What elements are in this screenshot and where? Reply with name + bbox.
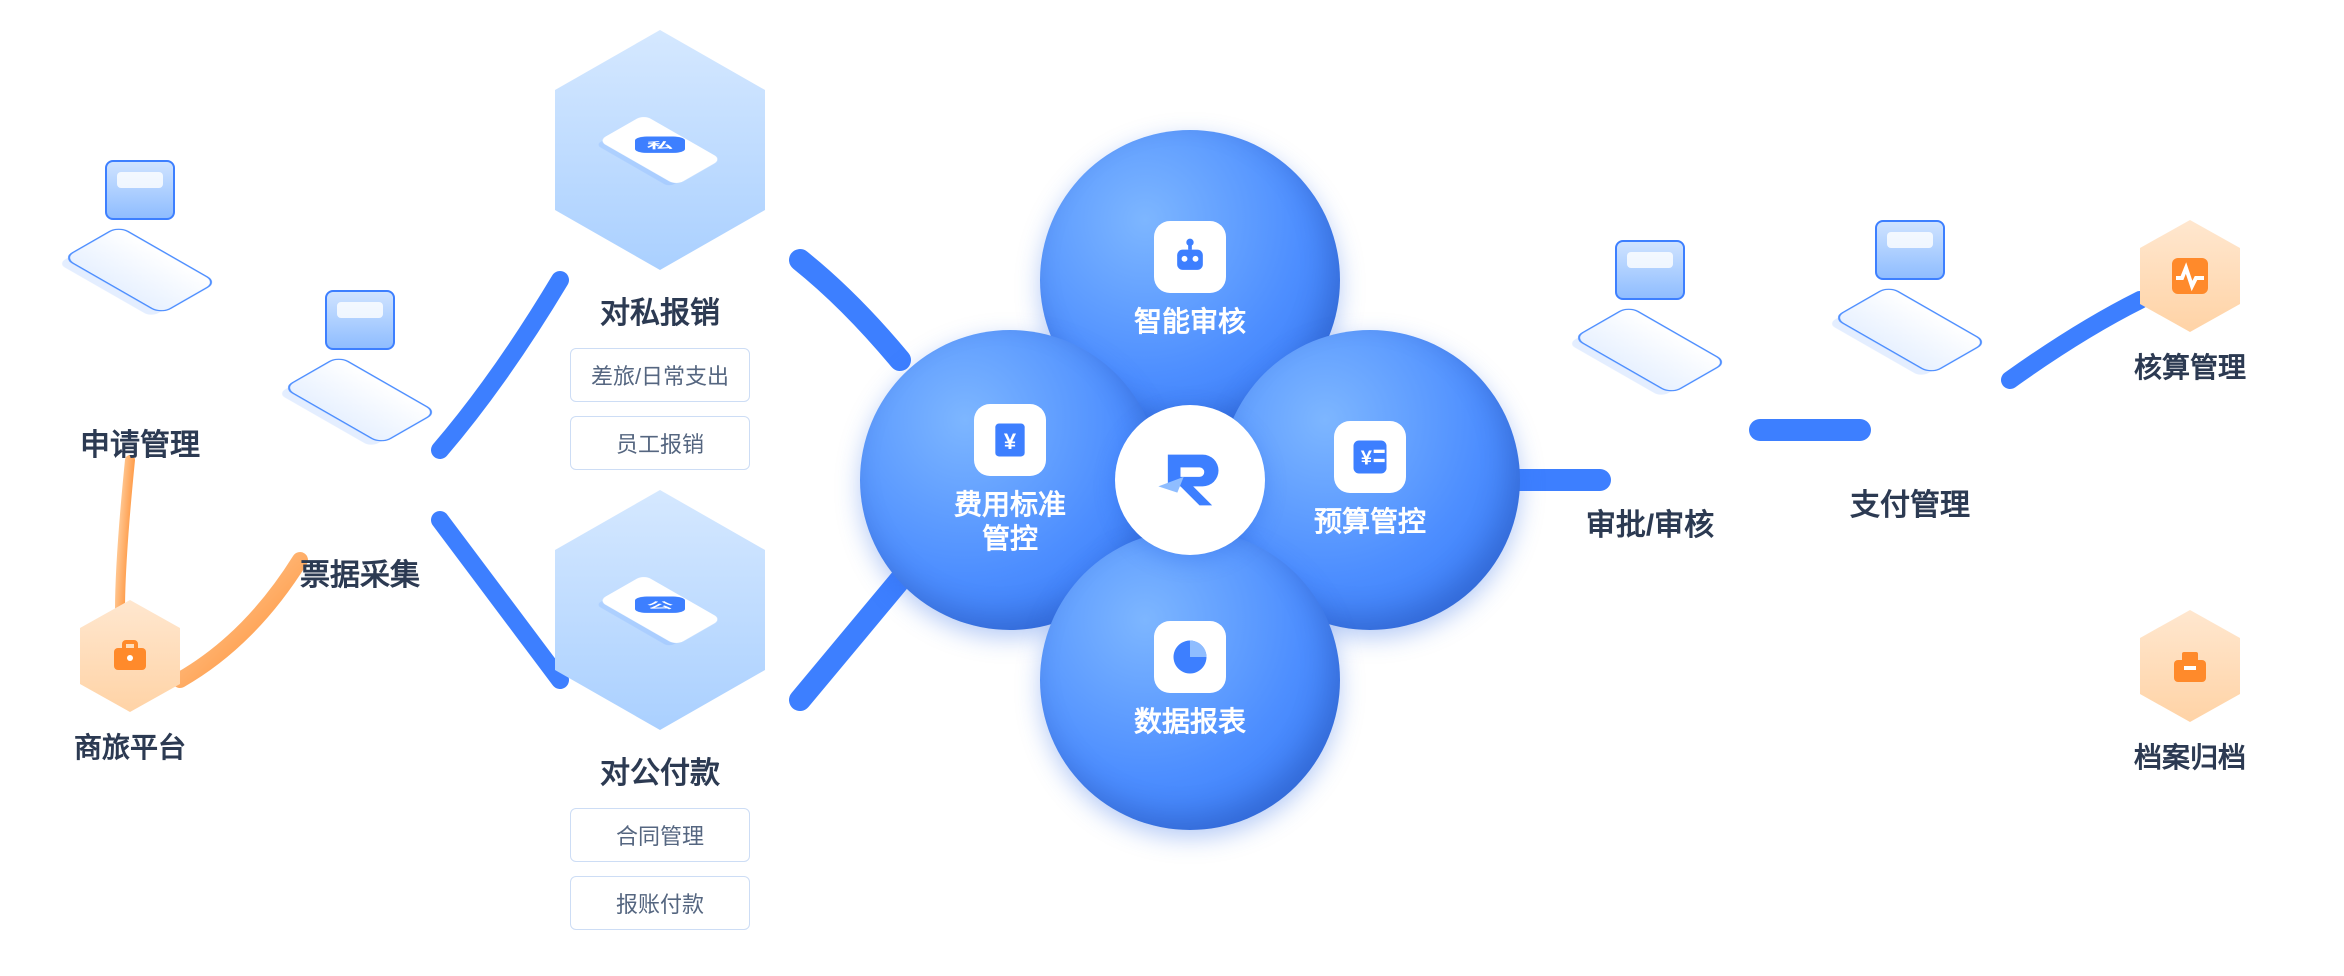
public-icon: 公 [635,597,685,613]
mini-archive: 档案归档 [2130,610,2250,776]
yen-doc-icon: ¥ [974,404,1046,476]
arrow-pay-to-acct [2010,300,2140,380]
panel-tile: 公 [598,575,721,646]
icon-text: 私 [647,139,673,151]
mini-label: 商旅平台 [74,726,186,766]
center-logo [1115,405,1265,555]
private-icon: 私 [635,137,685,153]
node-label: 支付管理 [1850,480,1970,524]
petal-label: 数据报表 [1134,705,1246,739]
panel-tags: 合同管理 报账付款 [570,808,750,930]
panel-title: 对公付款 [600,748,720,792]
node-approval: 审批/审核 [1560,330,1740,510]
yen-check-icon: ¥ [1334,421,1406,493]
petal-label: 智能审核 [1134,305,1246,339]
panel-public-payment: 公 对公付款 合同管理 报账付款 [530,490,790,930]
panel-private-reimburse: 私 对私报销 差旅/日常支出 员工报销 [530,30,790,470]
node-label: 申请管理 [80,420,200,464]
petal-label: 费用标准 管控 [954,488,1066,555]
node-payment: 支付管理 [1820,310,2000,490]
mini-travel-platform: 商旅平台 [70,600,190,766]
mini-label: 核算管理 [2134,346,2246,386]
panel-tile: 私 [598,115,721,186]
diagram-canvas: 申请管理 票据采集 审批/审核 支付管理 私 对私报销 差旅/日常支出 员工报销… [0,0,2344,976]
panel-hex: 私 [555,30,765,270]
mini-accounting: 核算管理 [2130,220,2250,386]
node-icon [325,290,395,350]
mini-label: 档案归档 [2134,736,2246,776]
node-label: 票据采集 [300,550,420,594]
drawer-icon [2140,610,2240,722]
tag: 差旅/日常支出 [570,348,750,402]
robot-icon [1154,221,1226,293]
node-icon [105,160,175,220]
pulse-icon [2140,220,2240,332]
node-icon [1875,220,1945,280]
icon-text: 公 [647,599,673,611]
tag: 报账付款 [570,876,750,930]
tag: 合同管理 [570,808,750,862]
tag: 员工报销 [570,416,750,470]
panel-tags: 差旅/日常支出 员工报销 [570,348,750,470]
pie-icon [1154,621,1226,693]
arrow-travel-to-coll [180,560,300,680]
center-cluster: 智能审核 ¥ 费用标准 管控 ¥ 预算管控 数据报表 [850,140,1530,820]
node-collection: 票据采集 [270,380,450,560]
arrow-app-to-travel [120,460,130,610]
panel-title: 对私报销 [600,288,720,332]
node-label: 审批/审核 [1586,500,1714,544]
svg-text:¥: ¥ [1004,430,1017,455]
svg-text:¥: ¥ [1361,448,1373,470]
petal-label: 预算管控 [1314,505,1426,539]
node-application: 申请管理 [50,250,230,430]
petal-data-report: 数据报表 [1040,530,1340,830]
briefcase-icon [80,600,180,712]
node-icon [1615,240,1685,300]
panel-hex: 公 [555,490,765,730]
